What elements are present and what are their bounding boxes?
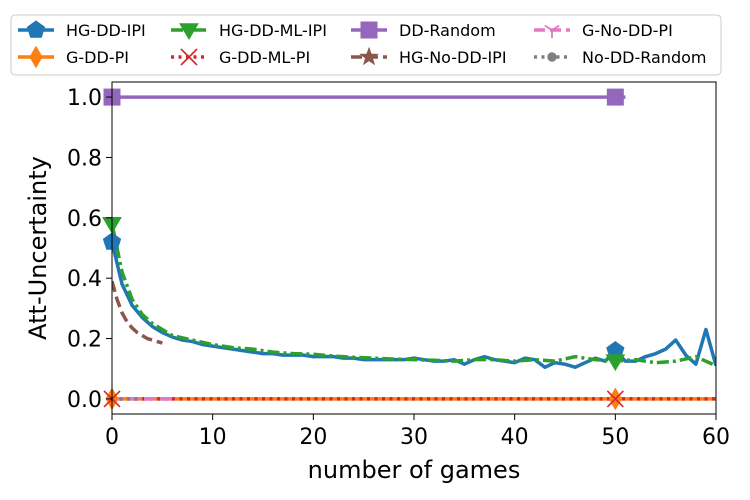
legend-item-g-dd-ml-pi: G-DD-ML-PI xyxy=(171,48,310,67)
x-axis: 0 10 20 30 40 50 60 xyxy=(105,414,730,450)
legend: HG-DD-IPI G-DD-PI HG-DD-ML-IPI G-DD-ML-PI DD… xyxy=(10,14,722,76)
legend-label: G-DD-PI xyxy=(66,48,129,67)
x-axis-label: number of games xyxy=(308,456,521,484)
x-tick-label: 40 xyxy=(501,425,529,450)
series-layer xyxy=(112,95,716,401)
legend-item-no-dd-random: No-DD-Random xyxy=(534,48,706,67)
y-tick-label: 0.0 xyxy=(67,388,102,413)
legend-label: No-DD-Random xyxy=(582,48,706,67)
y-axis: 0.0 0.2 0.4 0.6 0.8 1.0 xyxy=(67,86,112,413)
legend-item-hg-dd-ipi: HG-DD-IPI xyxy=(18,20,146,40)
x-tick-label: 30 xyxy=(400,425,428,450)
plot-frame xyxy=(111,81,717,415)
series-marker-g-dd-ml-pi xyxy=(606,390,624,408)
legend-item-g-no-dd-pi: G-No-DD-PI xyxy=(534,21,673,40)
x-tick-label: 10 xyxy=(199,425,227,450)
series-line-hg-dd-ipi xyxy=(112,241,716,369)
y-axis-label: Att-Uncertainty xyxy=(24,156,52,340)
legend-label: HG-DD-IPI xyxy=(66,21,146,40)
legend-item-hg-dd-ml-ipi: HG-DD-ML-IPI xyxy=(171,21,327,40)
legend-marker-g-no-dd-pi xyxy=(544,24,560,38)
x-tick-label: 60 xyxy=(702,425,730,450)
x-tick-label: 0 xyxy=(105,425,119,450)
y-tick-label: 0.4 xyxy=(67,267,102,292)
legend-marker-g-dd-ml-pi xyxy=(180,48,198,66)
legend-marker-dd-random xyxy=(360,21,378,39)
legend-label: HG-DD-ML-IPI xyxy=(219,21,327,40)
series-line-hg-no-dd-ipi xyxy=(112,280,163,345)
x-tick-label: 20 xyxy=(299,425,327,450)
series-line-hg-dd-ml-ipi xyxy=(112,223,716,368)
legend-item-g-dd-pi: G-DD-PI xyxy=(18,45,129,69)
legend-label: G-DD-ML-PI xyxy=(219,48,310,67)
legend-marker-no-dd-random xyxy=(547,52,557,62)
plot-area xyxy=(102,81,717,415)
legend-marker-hg-dd-ml-ipi xyxy=(179,23,199,40)
legend-marker-hg-dd-ipi xyxy=(26,20,46,38)
series-marker-hg-dd-ml-ipi xyxy=(605,354,626,372)
legend-marker-g-dd-pi xyxy=(29,45,43,69)
legend-marker-hg-no-dd-ipi xyxy=(359,46,379,66)
y-tick-label: 1.0 xyxy=(67,86,102,111)
y-tick-label: 0.2 xyxy=(67,328,102,353)
legend-item-dd-random: DD-Random xyxy=(351,21,496,40)
legend-item-hg-no-dd-ipi: HG-No-DD-IPI xyxy=(351,46,507,67)
legend-label: HG-No-DD-IPI xyxy=(399,48,507,67)
y-tick-label: 0.8 xyxy=(67,146,102,171)
legend-label: DD-Random xyxy=(399,21,496,40)
y-tick-label: 0.6 xyxy=(67,207,102,232)
x-tick-label: 50 xyxy=(601,425,629,450)
series-marker-dd-random xyxy=(606,88,624,106)
legend-label: G-No-DD-PI xyxy=(582,21,673,40)
